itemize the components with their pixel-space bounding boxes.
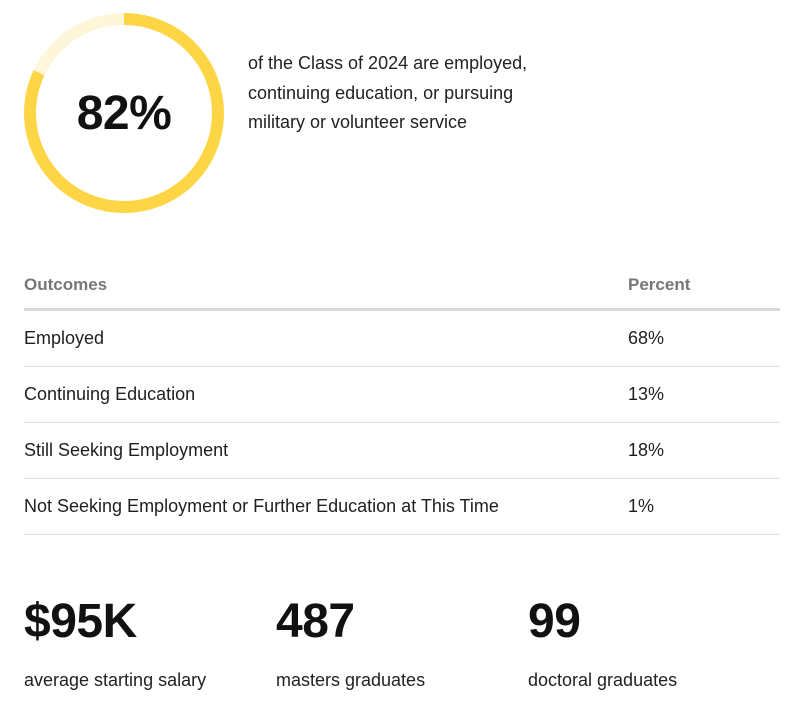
percent-cell: 68%: [628, 309, 780, 367]
ring-progress-arc: [24, 13, 224, 213]
outcomes-table: Outcomes Percent Employed 68% Continuing…: [24, 262, 780, 535]
percent-cell: 13%: [628, 366, 780, 423]
table-row: Not Seeking Employment or Further Educat…: [24, 478, 780, 535]
outcome-cell: Continuing Education: [24, 366, 628, 423]
table-row: Still Seeking Employment 18%: [24, 422, 780, 479]
masters-stat-label: masters graduates: [276, 670, 426, 690]
progress-ring-graphic: [24, 13, 224, 213]
percent-cell: 18%: [628, 422, 780, 479]
doctoral-stat-value: 99: [528, 595, 581, 648]
masters-stat: 487 masters graduates: [276, 593, 425, 692]
outcome-cell: Employed: [24, 309, 628, 367]
doctoral-stat: 99 doctoral graduates: [528, 593, 677, 692]
doctoral-stat-label: doctoral graduates: [528, 670, 678, 690]
employment-rate-caption: of the Class of 2024 are employed, conti…: [248, 53, 528, 132]
percent-column-header: Percent: [628, 262, 780, 311]
outcome-cell: Not Seeking Employment or Further Educat…: [24, 478, 628, 535]
masters-stat-value: 487: [276, 595, 355, 648]
employment-rate-value: 82%: [76, 86, 172, 140]
employment-rate-ring: 82%: [23, 12, 225, 214]
table-header-row: Outcomes Percent: [24, 262, 780, 311]
salary-stat-label: average starting salary: [24, 670, 207, 690]
salary-stat-value: $95K: [24, 595, 137, 648]
table-row: Continuing Education 13%: [24, 366, 780, 423]
outcome-cell: Still Seeking Employment: [24, 422, 628, 479]
percent-cell: 1%: [628, 478, 780, 535]
salary-stat: $95K average starting salary: [24, 593, 206, 692]
outcomes-column-header: Outcomes: [24, 262, 628, 311]
table-row: Employed 68%: [24, 309, 780, 367]
